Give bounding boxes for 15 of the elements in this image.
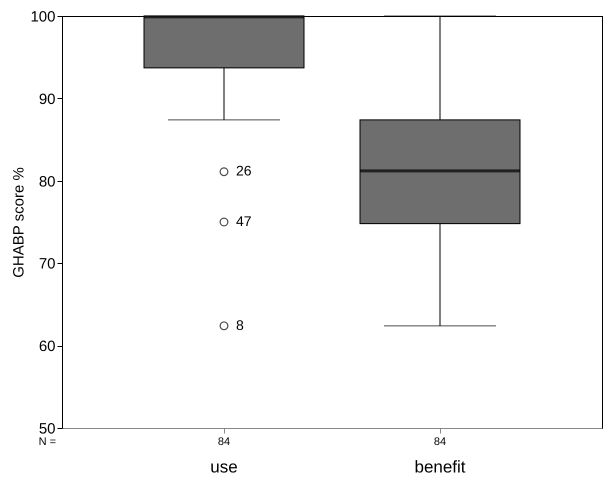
annotation: 26 xyxy=(236,162,252,179)
text: 84 xyxy=(218,436,230,448)
y-tick-label: 90 xyxy=(38,90,56,108)
text: N = xyxy=(38,436,56,448)
y-axis-title: GHABP score % xyxy=(10,167,28,278)
y-tick-label: 60 xyxy=(38,338,56,356)
y-tick-label: 50 xyxy=(38,420,56,438)
annotation: 8 xyxy=(236,316,244,333)
text: 84 xyxy=(434,436,446,448)
y-tick-label: 100 xyxy=(30,8,56,26)
y-tick-label: 80 xyxy=(38,173,56,190)
x-tick-label: benefit xyxy=(414,458,466,476)
y-tick-label: 70 xyxy=(38,256,56,273)
x-tick-label: use xyxy=(210,458,238,476)
annotation: 47 xyxy=(236,213,252,229)
